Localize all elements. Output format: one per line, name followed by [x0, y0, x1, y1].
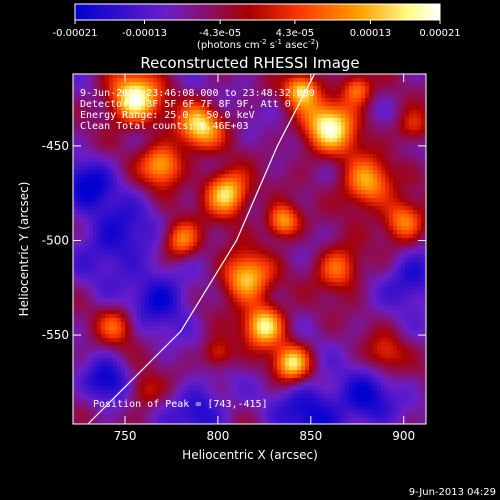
colorbar-tick-label: 0.00013	[350, 28, 391, 39]
x-axis-label: Heliocentric X (arcsec)	[182, 448, 318, 462]
axis-ticks: 750 800 850 900 -450 -500 -550	[42, 74, 426, 443]
chart-title: Reconstructed RHESSI Image	[140, 54, 359, 72]
y-tick-label: -550	[42, 328, 69, 342]
annotation-energy: Energy Range: 25.0 - 50.0 keV	[80, 110, 255, 121]
x-tick-label: 750	[114, 429, 137, 443]
annotation-peak: Position of Peak = [743,-415]	[93, 399, 268, 410]
colorbar-unit-label: (photons cm-2 s-1 asec-2)	[197, 38, 319, 51]
colorbar-tick-label: 0.00021	[419, 28, 460, 39]
annotation-time: 9-Jun-2013 23:46:08.000 to 23:48:32.000	[80, 88, 315, 99]
colorbar-ticks: -0.00021 -0.00013 -4.3e-05 4.3e-05 0.00013 0.…	[53, 20, 461, 39]
colorbar-tick-label: -0.00013	[122, 28, 167, 39]
colorbar-tick-label: 4.3e-05	[276, 28, 314, 39]
annotation-method: Clean Total counts: 6.46E+03	[80, 121, 249, 132]
x-tick-label: 900	[392, 429, 415, 443]
annotation-detectors: Detectors: 3F 5F 6F 7F 8F 9F, Att 0	[80, 99, 291, 110]
y-tick-label: -450	[42, 139, 69, 153]
heatmap-image	[73, 74, 426, 424]
colorbar	[75, 4, 440, 20]
colorbar-tick-label: -0.00021	[53, 28, 98, 39]
footer-date: 9-Jun-2013 04:29	[409, 487, 496, 498]
plot-frame	[72, 73, 427, 425]
x-tick-label: 800	[206, 429, 229, 443]
colorbar-frame	[74, 3, 441, 21]
colorbar-tick-label: -4.3e-05	[199, 28, 241, 39]
x-tick-label: 850	[299, 429, 322, 443]
y-axis-label: Heliocentric Y (arcsec)	[17, 182, 31, 317]
y-tick-label: -500	[42, 233, 69, 247]
solar-limb-line	[87, 74, 316, 424]
